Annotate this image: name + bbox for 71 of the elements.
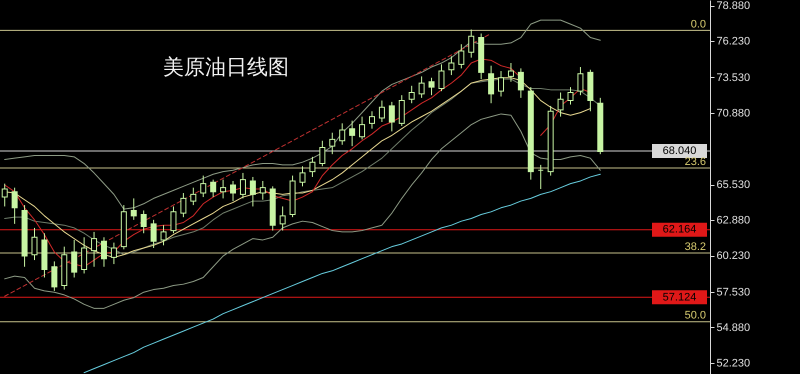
- candlestick: [190, 187, 196, 206]
- candlestick: [468, 28, 474, 58]
- y-tick-label: 54.880: [716, 322, 750, 334]
- candlestick: [150, 219, 157, 248]
- y-tick-label: 73.530: [716, 72, 750, 84]
- candlestick: [12, 187, 18, 224]
- candlestick: [140, 210, 147, 234]
- candlestick: [577, 66, 584, 96]
- candlestick: [200, 175, 206, 198]
- candlestick: [300, 166, 306, 187]
- text: 23.6: [684, 156, 706, 168]
- y-tick-label: 52.230: [716, 357, 750, 370]
- candlestick: [220, 179, 226, 199]
- candlestick: [558, 92, 564, 118]
- candlestick: [408, 85, 415, 104]
- candlestick: [518, 68, 524, 98]
- candlestick: [240, 172, 246, 199]
- candlestick: [170, 206, 176, 234]
- ref-line-label: 62.164: [662, 224, 696, 236]
- candlestick: [260, 180, 266, 200]
- candlestick: [91, 231, 98, 268]
- candlestick: [309, 156, 316, 178]
- candlestick: [180, 192, 186, 218]
- candlestick: [498, 70, 504, 98]
- candlestick: [51, 260, 58, 292]
- candlestick: [488, 65, 494, 104]
- candlestick: [280, 206, 286, 232]
- candlestick: [130, 198, 137, 220]
- text: 50.0: [684, 310, 706, 322]
- candlestick: [250, 176, 256, 207]
- line-series: [4, 33, 492, 297]
- candlestick: [31, 227, 38, 261]
- candlestick: [349, 120, 356, 147]
- candlestick: [418, 76, 425, 98]
- candlestick: [398, 94, 405, 127]
- candlestick: [81, 236, 88, 274]
- ref-line-label: 57.124: [662, 291, 696, 304]
- candlestick: [428, 77, 435, 96]
- candlestick: [568, 86, 574, 106]
- y-tick-label: 70.880: [716, 107, 750, 120]
- candlestick: [378, 100, 385, 122]
- y-tick-label: 62.880: [716, 214, 750, 227]
- candlestick: [458, 44, 464, 69]
- candlestick: [508, 62, 514, 82]
- y-tick-label: 78.880: [716, 0, 750, 12]
- candlestick: [438, 64, 444, 92]
- candlestick: [368, 110, 375, 130]
- ref-line-label: 68.040: [662, 144, 696, 157]
- line-series: [4, 20, 601, 210]
- candlestick: [388, 101, 395, 132]
- y-tick-label: 76.230: [716, 36, 750, 48]
- candlestick: [329, 132, 336, 155]
- candlestick: [339, 122, 346, 146]
- candlestick: [71, 239, 78, 278]
- line-series: [84, 174, 601, 374]
- candlestick: [448, 56, 454, 76]
- candlestick: [100, 236, 107, 268]
- candlestick: [110, 242, 117, 265]
- candlestick: [538, 164, 544, 190]
- y-tick-label: 57.530: [716, 286, 750, 298]
- line-series: [4, 113, 601, 309]
- candlestick: [210, 179, 216, 198]
- candlestick: [160, 224, 167, 246]
- text: 0.0: [690, 18, 706, 30]
- y-tick-label: 60.230: [716, 250, 750, 262]
- candlestick: [230, 180, 236, 202]
- text: 美原油日线图: [163, 55, 289, 79]
- candlestick: [319, 140, 326, 167]
- candlestick: [359, 116, 366, 140]
- text: 38.2: [684, 240, 706, 253]
- y-tick-label: 65.530: [716, 179, 750, 192]
